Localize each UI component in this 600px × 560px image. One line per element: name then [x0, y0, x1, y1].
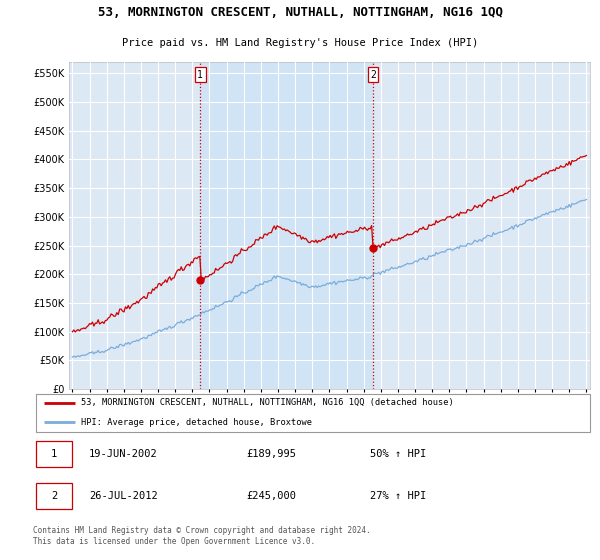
Text: HPI: Average price, detached house, Broxtowe: HPI: Average price, detached house, Brox… — [80, 418, 311, 427]
FancyBboxPatch shape — [36, 441, 72, 467]
Text: £189,995: £189,995 — [246, 449, 296, 459]
Text: 19-JUN-2002: 19-JUN-2002 — [89, 449, 158, 459]
Text: 50% ↑ HPI: 50% ↑ HPI — [370, 449, 426, 459]
Text: 53, MORNINGTON CRESCENT, NUTHALL, NOTTINGHAM, NG16 1QQ: 53, MORNINGTON CRESCENT, NUTHALL, NOTTIN… — [97, 6, 503, 18]
Text: £245,000: £245,000 — [246, 491, 296, 501]
Text: 53, MORNINGTON CRESCENT, NUTHALL, NOTTINGHAM, NG16 1QQ (detached house): 53, MORNINGTON CRESCENT, NUTHALL, NOTTIN… — [80, 398, 454, 407]
FancyBboxPatch shape — [36, 483, 72, 509]
Bar — [200, 62, 373, 389]
Text: 27% ↑ HPI: 27% ↑ HPI — [370, 491, 426, 501]
Text: 2: 2 — [51, 491, 58, 501]
FancyBboxPatch shape — [36, 394, 590, 432]
Text: 2: 2 — [370, 70, 376, 80]
Text: 26-JUL-2012: 26-JUL-2012 — [89, 491, 158, 501]
Text: 1: 1 — [51, 449, 58, 459]
Text: 1: 1 — [197, 70, 203, 80]
Text: Contains HM Land Registry data © Crown copyright and database right 2024.
This d: Contains HM Land Registry data © Crown c… — [33, 526, 371, 546]
Text: Price paid vs. HM Land Registry's House Price Index (HPI): Price paid vs. HM Land Registry's House … — [122, 38, 478, 48]
